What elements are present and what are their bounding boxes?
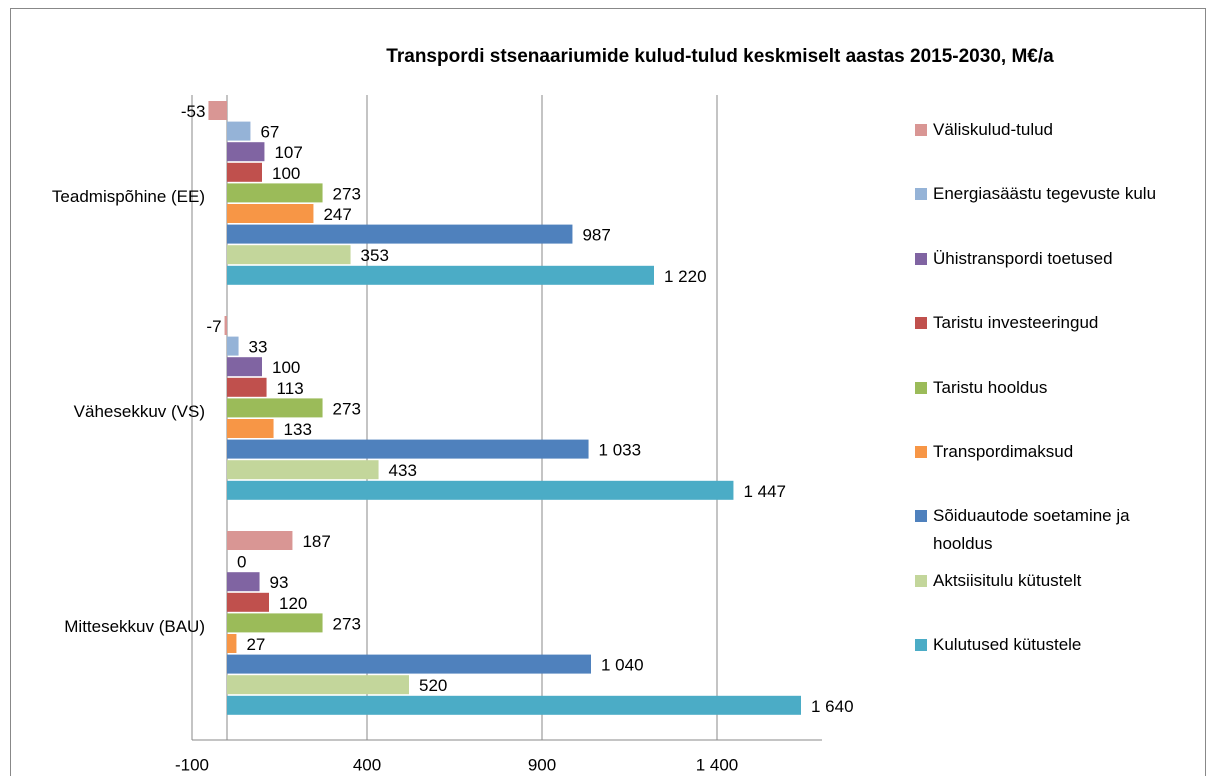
bar: [227, 419, 274, 438]
x-tick-label: 400: [353, 755, 381, 774]
data-label: 187: [302, 532, 330, 551]
data-label: 93: [270, 573, 289, 592]
data-label: 1 640: [811, 697, 854, 716]
legend-label: Väliskulud-tulud: [933, 120, 1054, 139]
data-label: 27: [246, 635, 265, 654]
bar: [227, 245, 351, 265]
data-label: 33: [249, 338, 268, 357]
data-label: 1 220: [664, 267, 707, 286]
data-label: 273: [333, 184, 361, 203]
legend-swatch: [915, 317, 927, 330]
data-label: 120: [279, 594, 307, 613]
bar: [224, 316, 227, 335]
bar: [227, 480, 734, 500]
data-label: 520: [419, 676, 447, 695]
legend-label: Kulutused kütustele: [933, 635, 1082, 655]
bar: [227, 654, 591, 674]
bar: [227, 572, 260, 592]
data-label: 107: [274, 143, 302, 162]
x-tick-label: 900: [528, 755, 556, 774]
x-tick-label: -100: [175, 755, 209, 774]
data-label: 100: [272, 358, 300, 377]
bar: [227, 121, 251, 141]
legend-label: Taristu investeeringud: [933, 313, 1099, 333]
bar: [227, 336, 239, 356]
bar: [227, 592, 269, 612]
legend-label: Sõiduautode soetamine ja hooldus: [933, 506, 1130, 554]
y-tick-label: Vähesekkuv (VS): [74, 402, 205, 421]
legend-swatch: [915, 639, 927, 652]
bar: [227, 265, 654, 285]
bar: [227, 613, 323, 633]
legend-swatch: [915, 252, 927, 265]
legend-item: Ühistranspordi toetused: [915, 245, 1175, 273]
y-tick-label: Mittesekkuv (BAU): [64, 617, 205, 636]
data-label: 247: [323, 205, 351, 224]
data-label: 1 033: [599, 441, 642, 460]
legend-swatch: [915, 124, 927, 136]
legend-item: Taristu hooldus: [915, 374, 1175, 402]
data-label: 433: [389, 461, 417, 480]
bar: [227, 695, 801, 715]
legend-item: Väliskulud-tulud: [915, 116, 1175, 144]
bar: [227, 224, 573, 244]
legend-item: Sõiduautode soetamine ja hooldus: [915, 502, 1175, 558]
bar: [227, 398, 323, 418]
data-label: 1 040: [601, 656, 644, 675]
bar: [227, 162, 262, 182]
chart-border: [10, 8, 1206, 776]
data-label: 1 447: [743, 482, 786, 501]
x-tick-label: 1 400: [696, 755, 739, 774]
legend-swatch: [915, 510, 927, 523]
legend-swatch: [915, 381, 927, 394]
data-label: 0: [237, 553, 246, 572]
bar: [227, 377, 267, 397]
legend-item: Taristu investeeringud: [915, 309, 1175, 337]
bar: [227, 439, 589, 459]
bar: [227, 531, 293, 550]
legend-swatch: [915, 446, 927, 458]
bar: [227, 357, 262, 377]
legend-item: Kulutused kütustele: [915, 631, 1175, 659]
data-label: 113: [277, 379, 304, 398]
data-label: 353: [361, 246, 389, 265]
legend-label: Aktsiisitulu kütustelt: [933, 570, 1082, 590]
legend-item: Aktsiisitulu kütustelt: [915, 567, 1175, 595]
legend-label: Energiasäästu tegevuste kulu: [933, 184, 1157, 204]
data-label: 67: [260, 123, 279, 142]
data-label: -53: [181, 102, 206, 121]
legend-item: Transpordimaksud: [915, 438, 1175, 466]
bar: [227, 675, 409, 695]
data-label: 100: [272, 164, 300, 183]
bar: [227, 204, 314, 223]
bar: [227, 634, 237, 653]
bar: [227, 460, 379, 480]
legend-swatch: [915, 188, 927, 201]
data-label: 133: [284, 420, 312, 439]
legend-label: Transpordimaksud: [933, 442, 1074, 461]
data-label: 273: [333, 614, 361, 633]
chart-title: Transpordi stsenaariumide kulud-tulud ke…: [386, 46, 1054, 67]
data-label: -7: [206, 317, 221, 336]
legend-swatch: [915, 574, 927, 587]
data-label: 273: [333, 399, 361, 418]
bar: [227, 183, 323, 203]
legend-label: Taristu hooldus: [933, 377, 1048, 397]
legend-item: Energiasäästu tegevuste kulu: [915, 180, 1175, 208]
data-label: 987: [582, 226, 610, 245]
bar: [208, 101, 227, 120]
y-tick-label: Teadmispõhine (EE): [52, 187, 205, 206]
bar: [227, 142, 265, 162]
legend-label: Ühistranspordi toetused: [933, 248, 1113, 268]
